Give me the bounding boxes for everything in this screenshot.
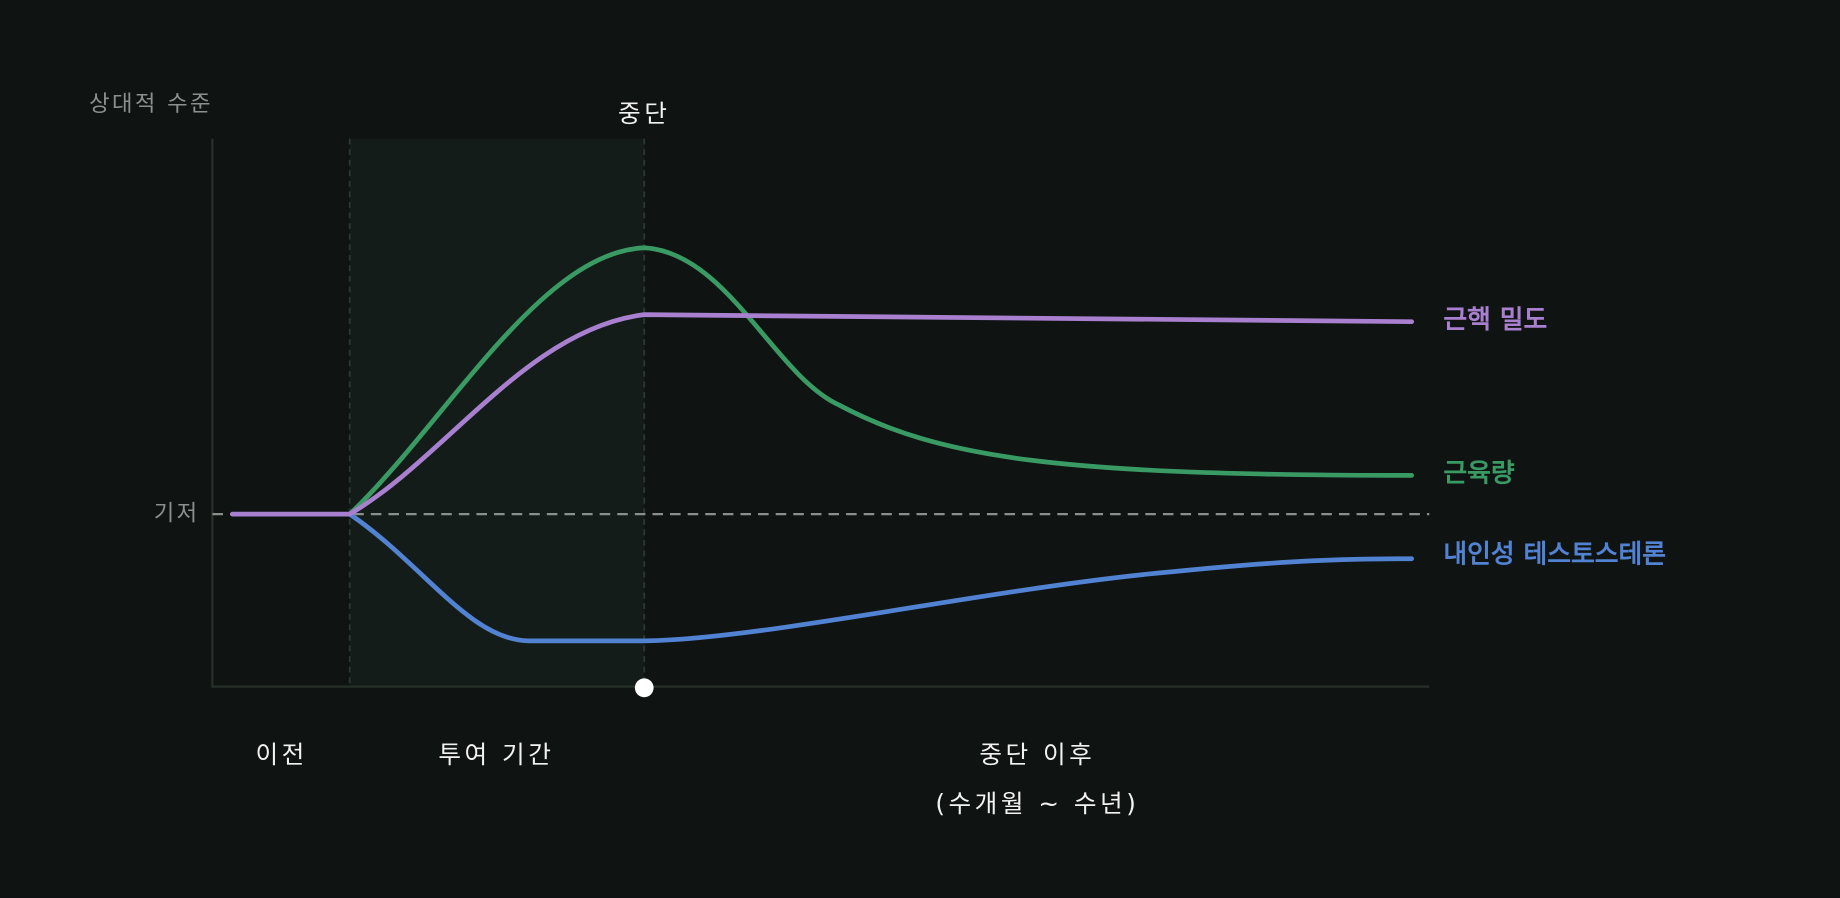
series-label: 근육량 — [1443, 459, 1514, 489]
series-line — [230, 312, 1415, 517]
marker-label: 중단 — [618, 99, 670, 128]
stop-marker — [634, 678, 654, 698]
series-label: 근핵 밀도 — [1443, 305, 1547, 335]
baseline-label: 기저 — [154, 501, 200, 527]
phase-sublabel: (수개월 ~ 수년) — [935, 789, 1139, 818]
phase-label: 투여 기간 — [438, 740, 554, 769]
y-axis-label: 상대적 수준 — [89, 91, 213, 117]
dosing-period-shade — [349, 138, 645, 687]
phase-label: 이전 — [255, 740, 307, 769]
series-label: 내인성 테스토스테론 — [1443, 540, 1666, 570]
phase-label: 중단 이후 — [979, 740, 1095, 769]
series-line — [347, 245, 1415, 517]
series-line — [347, 511, 1415, 644]
